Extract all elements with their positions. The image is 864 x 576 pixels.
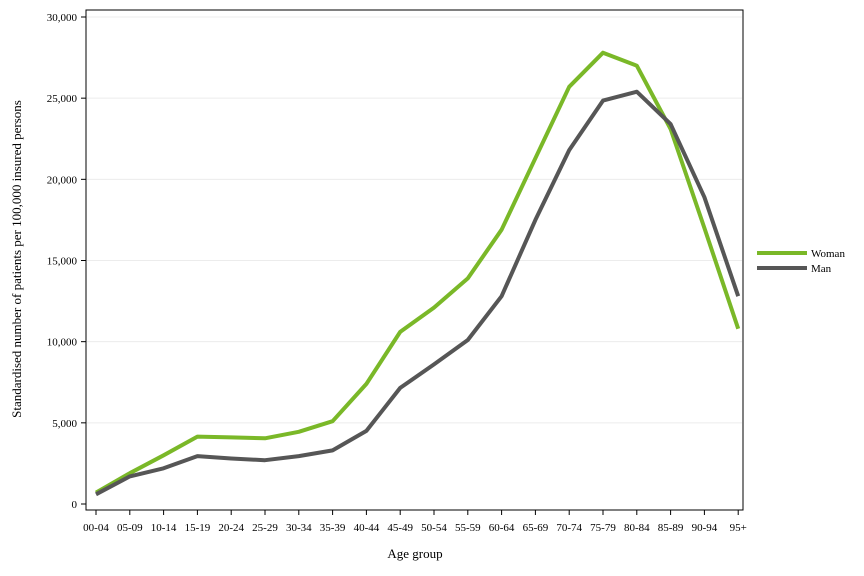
x-tick-label: 85-89 <box>658 522 684 534</box>
y-tick-label: 0 <box>72 499 78 511</box>
x-tick-label: 90-94 <box>692 522 718 534</box>
x-tick-label: 95+ <box>730 522 747 534</box>
gridlines <box>87 16 742 424</box>
y-tick-label: 15,000 <box>47 256 78 268</box>
y-axis-ticks: 0 5,000 10,000 15,000 20,000 25,000 30,000 <box>47 12 86 511</box>
legend: Woman Man <box>757 248 845 275</box>
y-tick-label: 10,000 <box>47 337 78 349</box>
x-axis-ticks: 00-04 05-09 10-14 15-19 20-24 25-29 30-34 35-39… <box>83 510 747 534</box>
x-tick-label: 20-24 <box>218 522 244 534</box>
y-tick-label: 5,000 <box>52 418 77 430</box>
x-tick-label: 35-39 <box>320 522 346 534</box>
x-tick-label: 30-34 <box>286 522 312 534</box>
x-tick-label: 55-59 <box>455 522 481 534</box>
x-tick-label: 00-04 <box>83 522 109 534</box>
x-tick-label: 75-79 <box>590 522 616 534</box>
legend-label-man: Man <box>811 263 832 275</box>
series-line-man <box>95 89 741 497</box>
legend-label-woman: Woman <box>811 248 845 260</box>
x-tick-label: 60-64 <box>489 522 515 534</box>
x-tick-label: 05-09 <box>117 522 143 534</box>
series-lines <box>95 50 741 497</box>
x-axis-title: Age group <box>387 546 442 561</box>
x-tick-label: 25-29 <box>252 522 278 534</box>
x-tick-label: 65-69 <box>523 522 549 534</box>
x-tick-label: 50-54 <box>421 522 447 534</box>
x-tick-label: 45-49 <box>387 522 413 534</box>
x-tick-label: 15-19 <box>185 522 211 534</box>
x-tick-label: 80-84 <box>624 522 650 534</box>
y-tick-label: 20,000 <box>47 174 78 186</box>
x-tick-label: 40-44 <box>354 522 380 534</box>
y-axis-title: Standardised number of patients per 100,… <box>9 100 24 418</box>
series-line-woman <box>95 50 741 495</box>
x-tick-label: 70-74 <box>556 522 582 534</box>
x-tick-label: 10-14 <box>151 522 177 534</box>
y-tick-label: 25,000 <box>47 93 78 105</box>
y-tick-label: 30,000 <box>47 12 78 24</box>
